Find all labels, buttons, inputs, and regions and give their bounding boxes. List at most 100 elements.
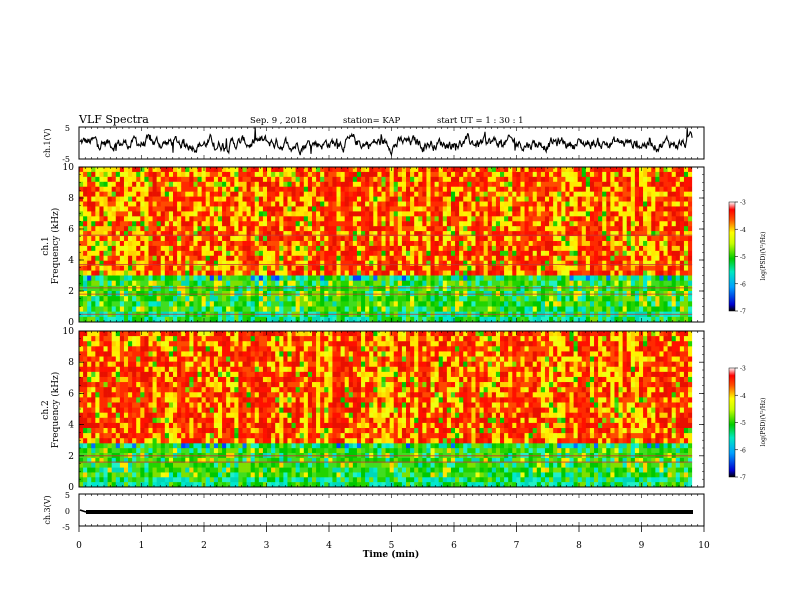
spectrogram-cell xyxy=(651,221,656,227)
spectrogram-cell xyxy=(471,181,476,188)
spectrogram-cell xyxy=(115,280,121,287)
spectrogram-cell xyxy=(87,211,92,217)
spectrogram-cell xyxy=(324,211,329,217)
spectrogram-cell xyxy=(401,221,407,227)
spectrogram-cell xyxy=(614,296,619,302)
spectrogram-cell xyxy=(385,296,390,302)
spectrogram-cell xyxy=(209,240,215,247)
spectrogram-cell xyxy=(455,191,460,197)
spectrogram-cell xyxy=(393,285,399,292)
spectrogram-cell xyxy=(659,226,664,232)
spectrogram-cell xyxy=(655,211,660,217)
spectrogram-cell xyxy=(532,216,538,222)
spectrogram-cell xyxy=(610,231,615,237)
spectrogram-cell xyxy=(103,316,108,323)
spectrogram-cell xyxy=(626,216,632,222)
spectrogram-cell xyxy=(185,285,190,292)
spectrogram-cell xyxy=(279,176,284,183)
spectrogram-cell xyxy=(242,186,247,192)
spectrogram-cell xyxy=(426,255,431,261)
spectrogram-cell xyxy=(189,275,194,281)
spectrogram-cell xyxy=(316,285,321,292)
spectrogram-cell xyxy=(495,306,501,312)
spectrogram-cell xyxy=(671,236,677,242)
spectrogram-cell xyxy=(160,206,166,212)
spectrogram-cell xyxy=(561,245,566,252)
spectrogram-cell xyxy=(675,296,681,302)
spectrogram-cell xyxy=(532,186,538,192)
spectrogram-cell xyxy=(614,285,619,292)
spectrogram-cell xyxy=(663,255,668,261)
spectrogram-cell xyxy=(148,265,153,271)
spectrogram-cell xyxy=(283,186,288,192)
spectrogram-cell xyxy=(622,240,628,247)
spectrogram-cell xyxy=(332,201,337,207)
spectrogram-cell xyxy=(299,216,305,222)
spectrogram-cell xyxy=(659,255,664,261)
spectrogram-cell xyxy=(115,260,121,266)
spectrogram-cell xyxy=(516,250,521,257)
spectrogram-cell xyxy=(115,226,121,232)
spectrogram-cell xyxy=(401,245,407,252)
spectrogram-cell xyxy=(160,201,166,207)
spectrogram-cell xyxy=(222,191,227,197)
spectrogram-cell xyxy=(336,301,341,307)
spectrogram-cell xyxy=(671,240,677,247)
spectrogram-cell xyxy=(336,306,341,312)
spectrogram-cell xyxy=(115,301,121,307)
spectrogram-cell xyxy=(455,201,460,207)
spectrogram-cell xyxy=(557,275,562,281)
spectrogram-cell xyxy=(91,285,96,292)
spectrogram-cell xyxy=(107,236,112,242)
spectrogram-cell xyxy=(95,176,100,183)
spectrogram-cell xyxy=(540,275,546,281)
spectrogram-cell xyxy=(553,191,558,197)
spectrogram-cell xyxy=(160,226,166,232)
spectrogram-cell xyxy=(226,316,231,323)
spectrogram-cell xyxy=(242,301,247,307)
spectrogram-cell xyxy=(185,171,190,178)
spectrogram-cell xyxy=(181,201,186,207)
spectrogram-cell xyxy=(148,296,153,302)
spectrogram-cell xyxy=(320,285,325,292)
spectrogram-cell xyxy=(283,245,288,252)
spectrogram-cell xyxy=(156,206,162,212)
spectrogram-cell xyxy=(516,240,521,247)
spectrogram-cell xyxy=(332,301,337,307)
spectrogram-cell xyxy=(344,191,350,197)
spectrogram-cell xyxy=(455,306,460,312)
spectrogram-cell xyxy=(332,306,337,312)
spectrogram-cell xyxy=(262,186,268,192)
spectrogram-cell xyxy=(311,285,317,292)
spectrogram-cell xyxy=(299,181,305,188)
spectrogram-cell xyxy=(630,167,636,173)
spectrogram-cell xyxy=(340,306,345,312)
spectrogram-cell xyxy=(401,196,407,202)
spectrogram-cell xyxy=(577,275,583,281)
spectrogram-cell xyxy=(369,296,374,302)
spectrogram-cell xyxy=(606,285,611,292)
spectrogram-cell xyxy=(123,206,129,212)
spectrogram-cell xyxy=(246,306,251,312)
spectrogram-cell xyxy=(328,240,333,247)
spectrogram-cell xyxy=(634,306,640,312)
spectrogram-cell xyxy=(344,265,350,271)
spectrogram-cell xyxy=(504,231,509,237)
spectrogram-cell xyxy=(647,301,652,307)
spectrogram-cell xyxy=(217,255,223,261)
spectrogram-cell xyxy=(634,316,640,323)
spectrogram-cell xyxy=(320,221,325,227)
spectrogram-cell xyxy=(647,181,652,188)
spectrogram-cell xyxy=(536,206,542,212)
spectrogram-cell xyxy=(111,280,117,287)
spectrogram-cell xyxy=(410,206,415,212)
spectrogram-cell xyxy=(291,231,296,237)
spectrogram-cell xyxy=(226,275,231,281)
spectrogram-cell xyxy=(389,221,395,227)
spectrogram-cell xyxy=(430,260,435,266)
spectrogram-cell xyxy=(446,240,452,247)
spectrogram-cell xyxy=(422,270,427,276)
spectrogram-cell xyxy=(516,306,521,312)
spectrogram-cell xyxy=(201,265,207,271)
spectrogram-cell xyxy=(553,206,558,212)
